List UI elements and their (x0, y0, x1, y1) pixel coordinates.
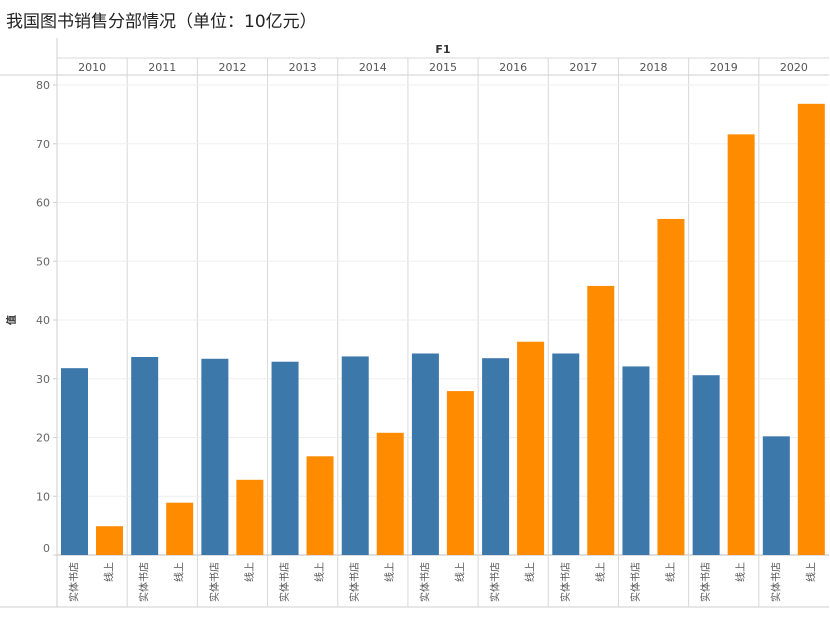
year-header-2016: 2016 (499, 61, 527, 74)
category-label-physical: 实体书店 (629, 562, 642, 602)
category-label-online: 线上 (453, 562, 466, 582)
bar-2013-physical (271, 361, 299, 555)
bar-2011-online (166, 502, 194, 555)
category-label-physical: 实体书店 (208, 562, 221, 602)
bar-2020-online (797, 103, 825, 556)
category-label-physical: 实体书店 (769, 562, 782, 602)
category-label-physical: 实体书店 (559, 562, 572, 602)
year-header-2013: 2013 (289, 61, 317, 74)
bar-2014-physical (341, 356, 369, 555)
y-tick-label: 60 (36, 197, 50, 210)
year-header-2012: 2012 (218, 61, 246, 74)
year-header-2011: 2011 (148, 61, 176, 74)
y-tick-label: 20 (36, 432, 50, 445)
bar-2010-online (96, 526, 123, 555)
category-label-physical: 实体书店 (138, 562, 151, 602)
category-label-physical: 实体书店 (348, 562, 361, 602)
category-label-online: 线上 (313, 562, 326, 582)
y-tick-label: 10 (36, 490, 50, 503)
bar-2012-online (236, 479, 264, 555)
y-tick-label: 40 (36, 314, 50, 327)
y-axis-label: 值 (5, 315, 18, 325)
bar-2017-online (587, 285, 615, 555)
year-header-2019: 2019 (710, 61, 738, 74)
chart-title: 我国图书销售分部情况（单位：10亿元） (6, 12, 317, 32)
bar-2010-physical (61, 368, 88, 555)
category-label-online: 线上 (734, 562, 747, 582)
category-label-online: 线上 (103, 562, 116, 582)
category-label-physical: 实体书店 (699, 562, 712, 602)
category-label-online: 线上 (664, 562, 677, 582)
bar-2016-online (517, 341, 545, 555)
bar-2013-online (306, 456, 334, 555)
bar-2019-physical (692, 375, 720, 555)
bar-2016-physical (482, 358, 510, 555)
category-label-online: 线上 (243, 562, 256, 582)
bar-2019-online (727, 134, 755, 555)
category-label-physical: 实体书店 (418, 562, 431, 602)
year-header-2018: 2018 (640, 61, 668, 74)
bar-2012-physical (201, 358, 229, 555)
category-label-physical: 实体书店 (68, 562, 81, 602)
bar-2018-online (657, 218, 685, 555)
category-label-physical: 实体书店 (489, 562, 502, 602)
y-tick-label: 80 (36, 79, 50, 92)
y-tick-label: 0 (43, 542, 50, 555)
bar-2014-online (376, 432, 404, 555)
category-label-online: 线上 (173, 562, 186, 582)
bar-2017-physical (552, 353, 580, 555)
category-label-online: 线上 (804, 562, 817, 582)
category-label-online: 线上 (383, 562, 396, 582)
category-label-physical: 实体书店 (278, 562, 291, 602)
year-header-2015: 2015 (429, 61, 457, 74)
bar-2020-physical (762, 436, 790, 555)
bar-2015-physical (411, 353, 439, 555)
column-header-f1: F1 (435, 43, 450, 56)
bar-2018-physical (622, 366, 650, 555)
y-tick-label: 70 (36, 138, 50, 151)
year-header-2014: 2014 (359, 61, 387, 74)
y-tick-label: 30 (36, 373, 50, 386)
bar-2015-online (446, 391, 474, 555)
year-header-2020: 2020 (780, 61, 808, 74)
y-tick-label: 50 (36, 255, 50, 268)
year-header-2010: 2010 (78, 61, 106, 74)
year-header-2017: 2017 (569, 61, 597, 74)
bar-2011-physical (131, 357, 159, 555)
category-label-online: 线上 (594, 562, 607, 582)
category-label-online: 线上 (524, 562, 537, 582)
